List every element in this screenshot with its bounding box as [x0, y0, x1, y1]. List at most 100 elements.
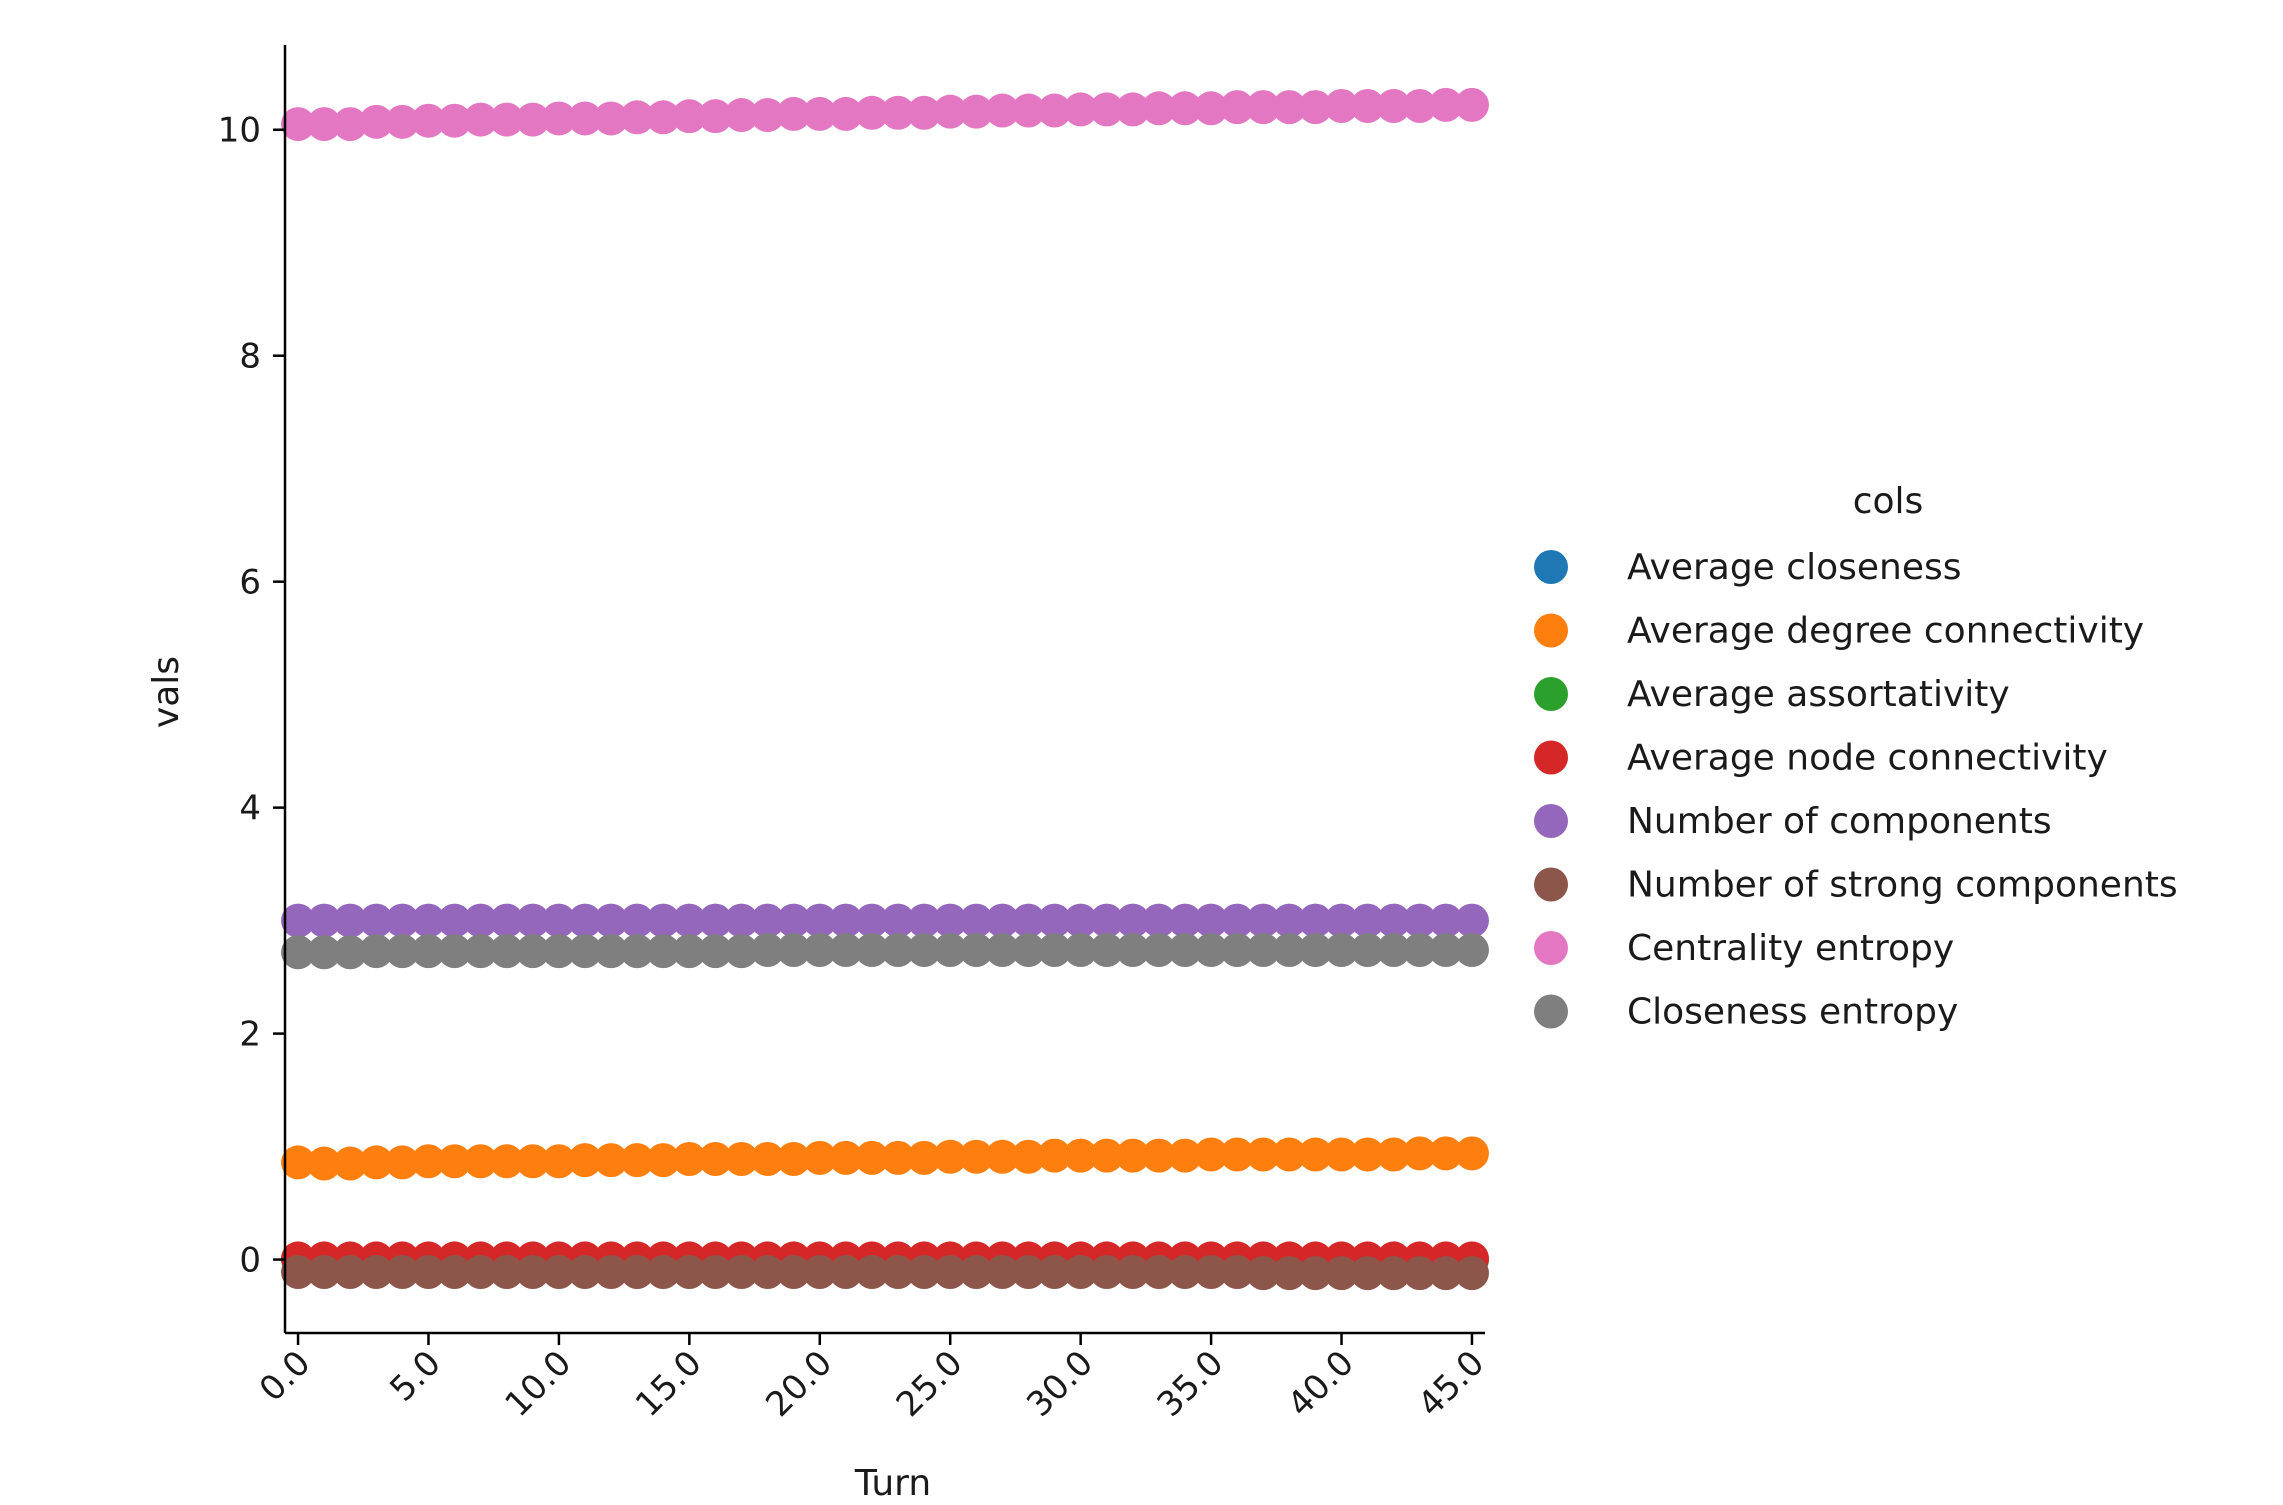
- y-tick-label: 2: [239, 1015, 261, 1055]
- data-point: [541, 903, 576, 938]
- data-point: [411, 1254, 446, 1289]
- data-point: [881, 903, 916, 938]
- data-point: [724, 98, 759, 133]
- data-point: [1454, 87, 1489, 122]
- data-point: [828, 1254, 863, 1289]
- data-point: [1272, 932, 1307, 967]
- data-point: [1402, 1256, 1437, 1291]
- data-point: [1298, 903, 1333, 938]
- data-point: [568, 934, 602, 969]
- data-point: [1428, 87, 1463, 122]
- data-point: [541, 934, 576, 969]
- data-point: [1063, 1138, 1098, 1173]
- data-point: [1246, 903, 1281, 938]
- x-tick-label: 0.0: [252, 1343, 319, 1410]
- data-point: [1298, 1137, 1333, 1172]
- data-point: [933, 1254, 968, 1289]
- data-point: [959, 1139, 994, 1174]
- data-point: [620, 1254, 655, 1289]
- data-point: [385, 934, 420, 969]
- data-point: [1324, 1137, 1359, 1172]
- data-point: [307, 1254, 342, 1289]
- data-point: [307, 107, 342, 142]
- legend-label: Centrality entropy: [1627, 928, 1954, 969]
- data-point: [750, 1254, 785, 1289]
- data-point: [854, 932, 889, 967]
- data-point: [1350, 1256, 1385, 1291]
- legend-label: Closeness entropy: [1627, 992, 1958, 1033]
- data-point: [828, 903, 863, 938]
- data-point: [411, 103, 446, 138]
- data-point: [281, 1254, 316, 1289]
- data-point: [437, 1144, 472, 1179]
- data-point: [698, 903, 733, 938]
- data-point: [568, 101, 602, 136]
- x-tick-label: 30.0: [1019, 1343, 1101, 1425]
- data-point: [1011, 1254, 1046, 1289]
- data-point: [854, 903, 889, 938]
- data-point: [1350, 89, 1385, 124]
- data-point: [568, 903, 602, 938]
- data-point: [1037, 1138, 1072, 1173]
- data-point: [776, 1142, 811, 1177]
- data-point: [1350, 903, 1385, 938]
- data-point: [1089, 932, 1124, 967]
- data-point: [776, 1254, 811, 1289]
- series-1: [281, 1136, 1489, 1181]
- data-point: [333, 903, 368, 938]
- data-point: [281, 935, 316, 970]
- data-point: [907, 1140, 942, 1175]
- data-point: [1141, 1254, 1176, 1289]
- data-point: [359, 934, 394, 969]
- data-point: [620, 903, 655, 938]
- data-point: [1376, 1137, 1411, 1172]
- data-point: [1194, 932, 1229, 967]
- data-point: [959, 903, 994, 938]
- data-point: [802, 903, 837, 938]
- data-point: [1272, 1137, 1307, 1172]
- data-point: [1220, 932, 1255, 967]
- data-point: [1089, 1254, 1124, 1289]
- data-point: [333, 1254, 368, 1289]
- data-point: [646, 100, 681, 135]
- data-point: [854, 1140, 889, 1175]
- data-point: [541, 101, 576, 136]
- data-point: [333, 935, 368, 970]
- data-point: [828, 1140, 863, 1175]
- data-point: [698, 99, 733, 134]
- data-point: [1246, 1256, 1281, 1291]
- x-tick-label: 35.0: [1150, 1343, 1232, 1425]
- data-point: [437, 103, 472, 138]
- data-point: [463, 1254, 498, 1289]
- data-point: [594, 903, 629, 938]
- data-point: [959, 1254, 994, 1289]
- legend-marker: [1534, 994, 1568, 1029]
- x-tick-label: 45.0: [1411, 1343, 1493, 1425]
- data-point: [1324, 89, 1359, 124]
- data-point: [489, 102, 524, 137]
- data-point: [1063, 903, 1098, 938]
- data-point: [489, 903, 524, 938]
- data-point: [437, 1254, 472, 1289]
- data-point: [359, 1145, 394, 1180]
- data-point: [1141, 932, 1176, 967]
- data-point: [1037, 93, 1072, 128]
- data-point: [594, 101, 629, 136]
- data-point: [1376, 903, 1411, 938]
- data-point: [646, 903, 681, 938]
- data-point: [724, 934, 759, 969]
- data-point: [1089, 1138, 1124, 1173]
- data-point: [1454, 1256, 1489, 1291]
- data-point: [698, 934, 733, 969]
- x-tick-label: 5.0: [382, 1343, 449, 1410]
- data-point: [515, 903, 550, 938]
- data-point: [1402, 89, 1437, 124]
- data-point: [1063, 92, 1098, 127]
- legend-title: cols: [1853, 481, 1924, 522]
- data-point: [724, 903, 759, 938]
- y-tick-label: 0: [239, 1241, 261, 1281]
- data-point: [1428, 903, 1463, 938]
- data-point: [1063, 932, 1098, 967]
- legend-marker: [1534, 613, 1568, 648]
- data-point: [359, 903, 394, 938]
